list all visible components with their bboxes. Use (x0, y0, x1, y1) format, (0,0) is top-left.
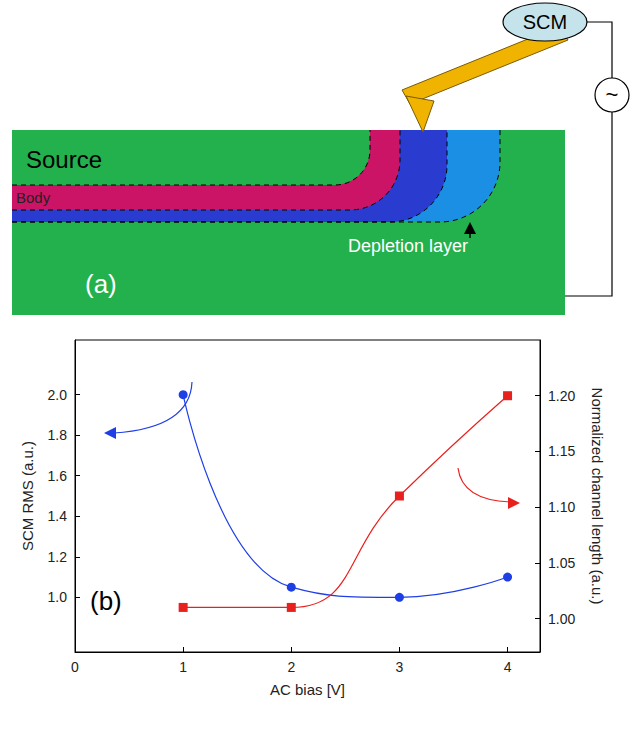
svg-text:2: 2 (287, 659, 295, 675)
svg-text:Normalized channel length (a.u: Normalized channel length (a.u.) (589, 388, 606, 605)
svg-text:SCM RMS (a.u.): SCM RMS (a.u.) (19, 441, 36, 551)
svg-text:1.00: 1.00 (548, 611, 575, 627)
svg-text:1.6: 1.6 (48, 468, 68, 484)
svg-text:1.2: 1.2 (48, 549, 68, 565)
svg-text:Depletion layer: Depletion layer (348, 236, 468, 256)
svg-text:1.20: 1.20 (548, 388, 575, 404)
svg-text:2.0: 2.0 (48, 387, 68, 403)
svg-text:4: 4 (504, 659, 512, 675)
svg-text:0: 0 (71, 659, 79, 675)
svg-text:Source: Source (26, 146, 102, 173)
svg-text:1.15: 1.15 (548, 443, 575, 459)
svg-text:(b): (b) (90, 586, 122, 616)
svg-text:3: 3 (396, 659, 404, 675)
svg-text:(a): (a) (85, 269, 117, 299)
svg-text:SCM: SCM (523, 11, 567, 33)
svg-text:AC bias [V]: AC bias [V] (270, 681, 345, 698)
svg-text:1.0: 1.0 (48, 589, 68, 605)
svg-text:1.10: 1.10 (548, 499, 575, 515)
svg-text:Body: Body (16, 189, 51, 206)
svg-text:1.05: 1.05 (548, 555, 575, 571)
svg-text:~: ~ (606, 82, 619, 107)
svg-text:1.4: 1.4 (48, 508, 68, 524)
svg-text:1.8: 1.8 (48, 427, 68, 443)
svg-text:1: 1 (179, 659, 187, 675)
